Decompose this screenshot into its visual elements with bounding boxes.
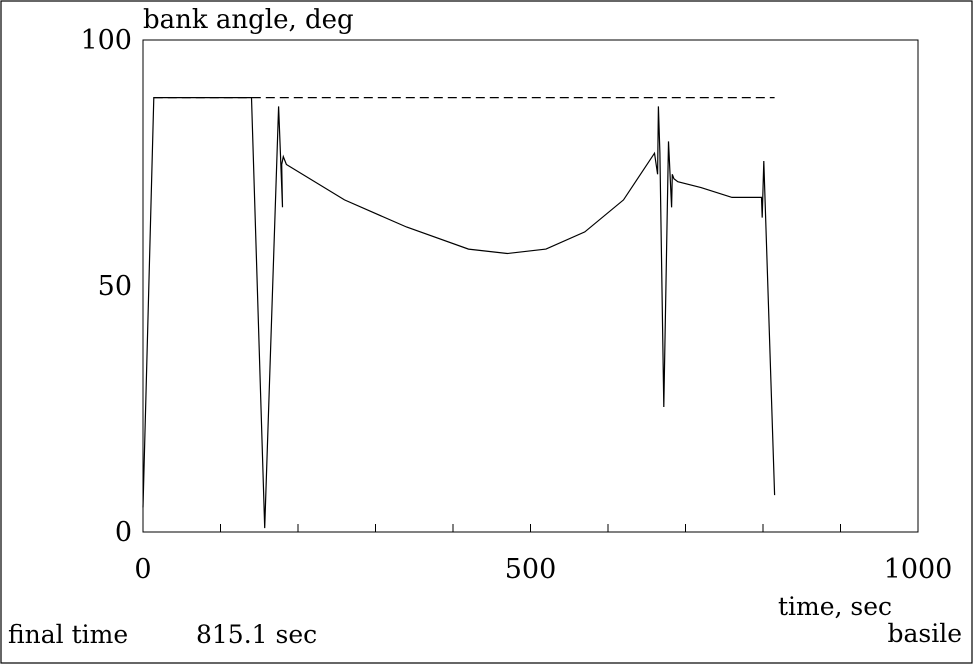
- y-tick-label: 100: [80, 25, 132, 56]
- x-tick-label: 500: [505, 554, 557, 585]
- y-tick-label: 50: [98, 271, 132, 302]
- x-tick-labels: 0 500 1000: [134, 554, 952, 585]
- x-minor-ticks: [142, 524, 919, 532]
- series-layer: [142, 96, 776, 529]
- y-tick-label: 0: [115, 517, 132, 548]
- x-tick-label: 1000: [884, 554, 953, 585]
- author-label: basile: [887, 619, 962, 648]
- bank-angle-line: [142, 96, 776, 529]
- x-tick-label: 0: [134, 554, 151, 585]
- final-time-value: 815.1 sec: [196, 620, 317, 649]
- y-axis-title: bank angle, deg: [143, 5, 354, 35]
- y-tick-labels: 0 50 100: [80, 25, 132, 548]
- x-axis-title: time, sec: [778, 592, 892, 621]
- final-time-label: final time: [8, 620, 128, 649]
